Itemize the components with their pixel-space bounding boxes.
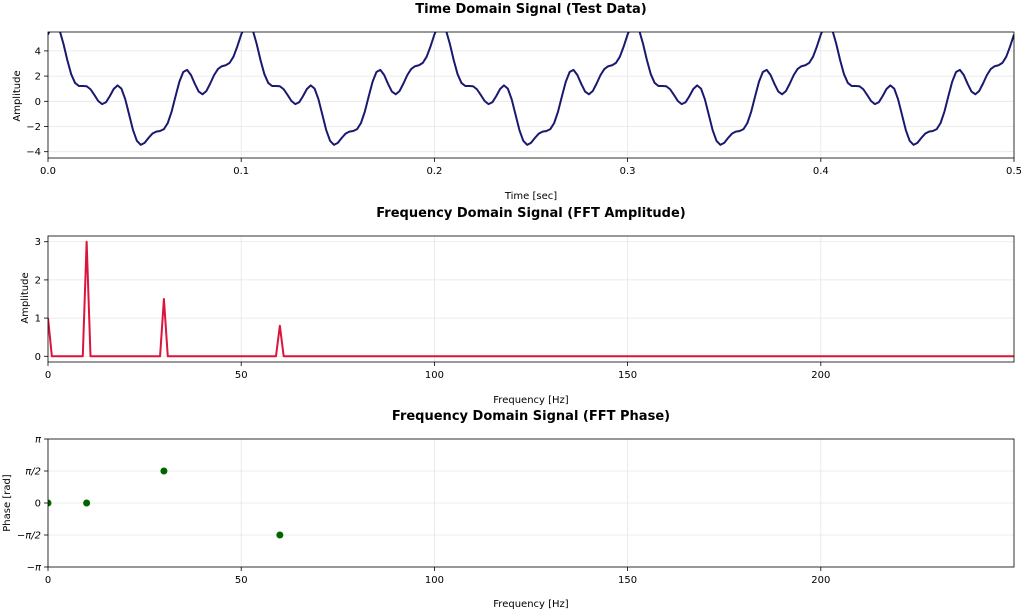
x-tick-label: 100: [425, 575, 444, 586]
y-tick-label: 2: [35, 275, 41, 286]
x-tick-label: 0: [45, 370, 51, 381]
y-tick-label: 0: [35, 97, 41, 108]
x-tick-label: 50: [235, 370, 248, 381]
series-line: [48, 32, 1014, 146]
grid: [47, 438, 1014, 568]
y-tick-label: −2: [26, 122, 41, 133]
plot-frame: [47, 31, 1015, 159]
grid: [47, 236, 1014, 362]
x-axis-label: Time [sec]: [504, 191, 557, 202]
x-tick-label: 150: [618, 575, 637, 586]
y-tick-label: 2: [35, 72, 41, 83]
y-tick-label: −4: [26, 147, 41, 158]
x-tick-label: 0.0: [40, 166, 56, 177]
y-axis-label: Amplitude: [20, 272, 31, 323]
y-axis-label: Phase [rad]: [2, 474, 13, 532]
x-tick-label: 0.4: [813, 166, 829, 177]
chart-title: Frequency Domain Signal (FFT Amplitude): [376, 206, 685, 221]
x-tick-label: 200: [811, 370, 830, 381]
y-tick-label: π/2: [25, 466, 41, 477]
chart-title: Time Domain Signal (Test Data): [415, 2, 647, 17]
y-tick-label: 4: [35, 46, 41, 57]
time-domain-chart: Time Domain Signal (Test Data) Time [sec…: [12, 2, 1022, 202]
x-tick-label: 150: [618, 370, 637, 381]
y-tick-label: −π/2: [17, 531, 41, 542]
x-tick-label: 0.2: [426, 166, 442, 177]
y-axis-label: Amplitude: [12, 70, 23, 121]
grid: [47, 32, 1015, 158]
x-tick-label: 0.5: [1006, 166, 1022, 177]
plot-frame: [47, 235, 1015, 363]
y-tick-label: 0: [35, 352, 41, 363]
y-tick-label: π: [35, 435, 42, 446]
fft-phase-chart: Frequency Domain Signal (FFT Phase) Freq…: [2, 409, 1015, 610]
series-line: [48, 240, 1014, 358]
x-axis-label: Frequency [Hz]: [493, 395, 569, 406]
y-tick-label: 1: [35, 314, 41, 325]
phase-point: [48, 499, 52, 507]
fft-amplitude-chart: Frequency Domain Signal (FFT Amplitude) …: [20, 206, 1015, 406]
phase-point: [160, 467, 168, 475]
y-tick-label: −π: [27, 563, 42, 574]
y-tick-label: 3: [35, 237, 41, 248]
phase-point: [276, 531, 284, 539]
phase-point: [83, 499, 91, 507]
x-tick-label: 100: [425, 370, 444, 381]
x-tick-label: 0.1: [233, 166, 249, 177]
x-tick-label: 200: [811, 575, 830, 586]
y-tick-label: 0: [35, 499, 41, 510]
x-tick-label: 0: [45, 575, 51, 586]
x-axis-label: Frequency [Hz]: [493, 599, 569, 610]
plot-frame: [47, 438, 1015, 568]
x-tick-label: 0.3: [620, 166, 636, 177]
x-tick-label: 50: [235, 575, 248, 586]
chart-title: Frequency Domain Signal (FFT Phase): [392, 409, 670, 424]
